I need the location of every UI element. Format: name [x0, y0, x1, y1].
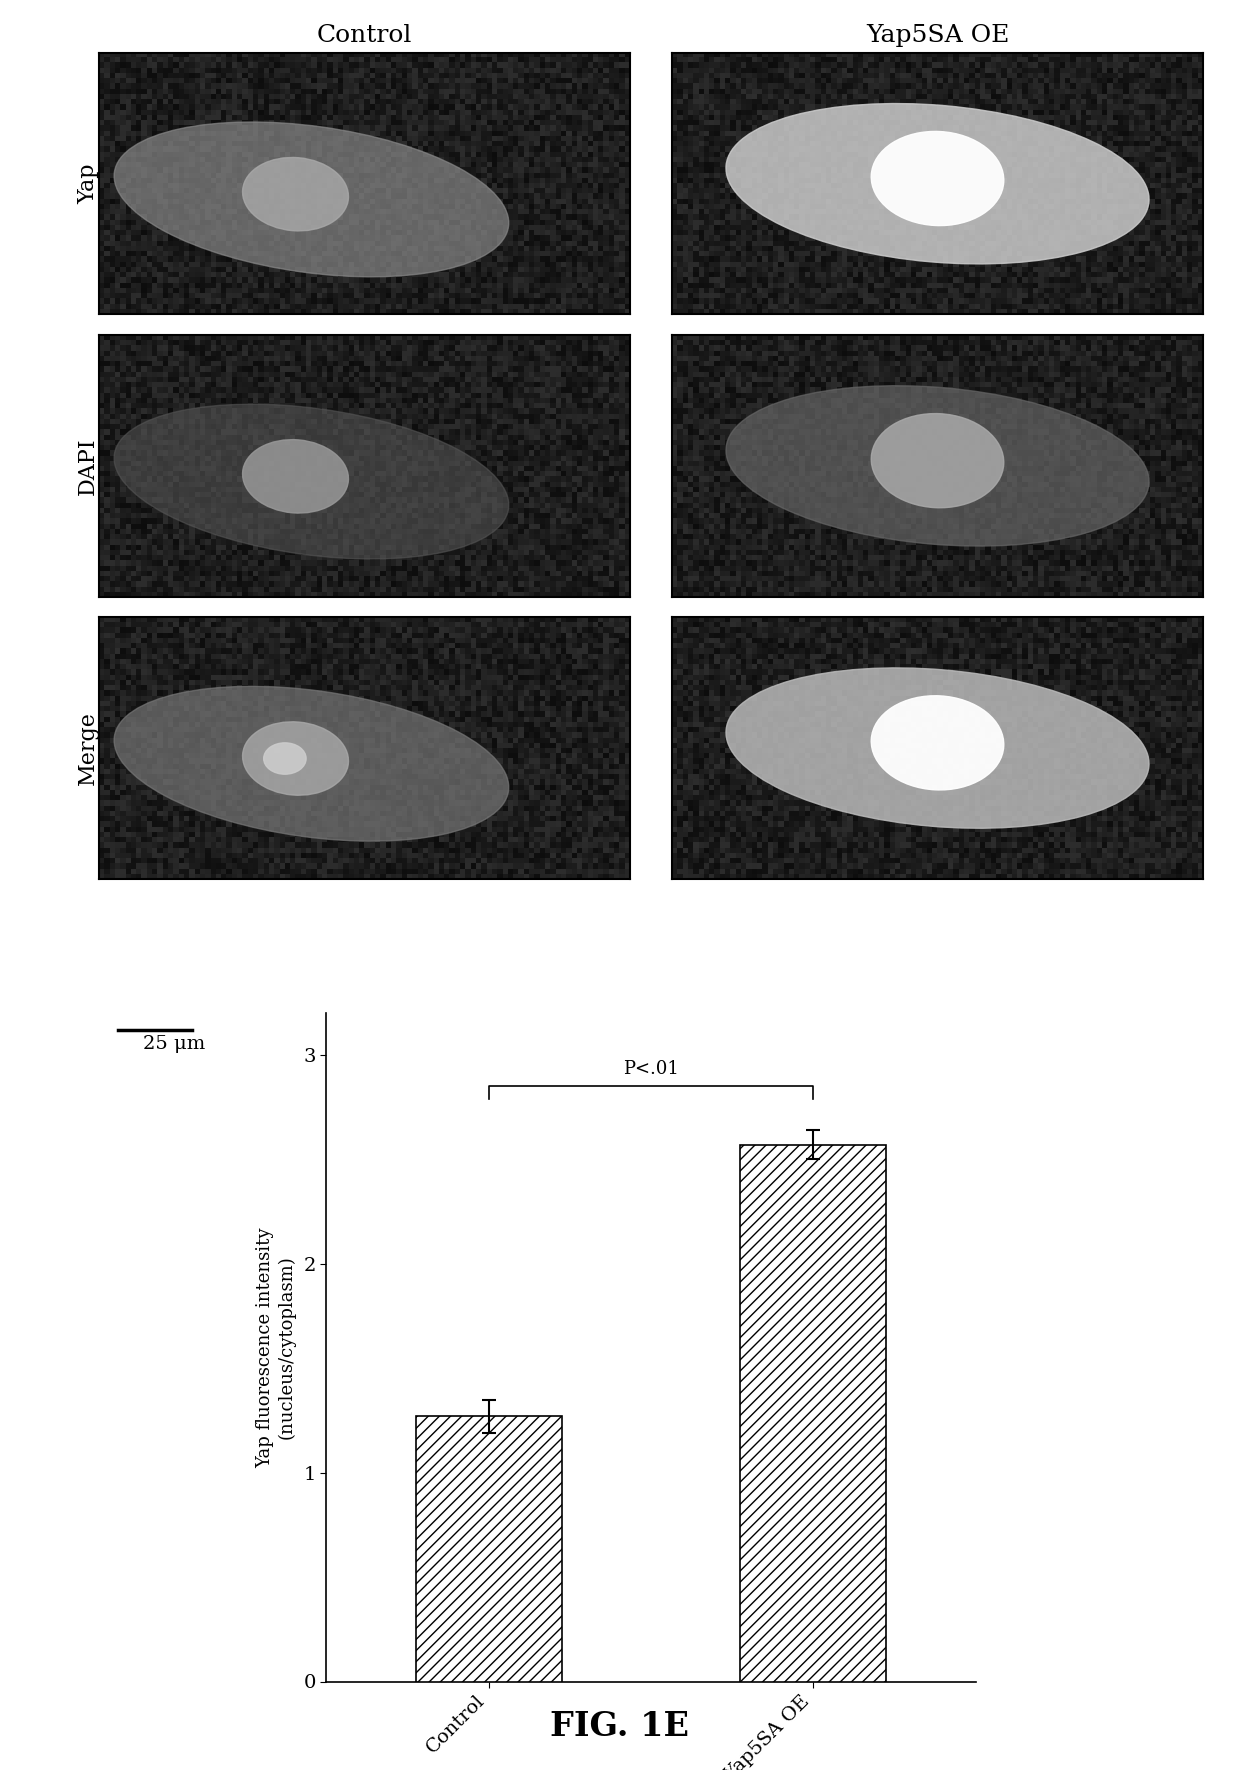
Text: FIG. 1E: FIG. 1E: [551, 1710, 689, 1743]
Ellipse shape: [243, 722, 348, 795]
Title: Yap5SA OE: Yap5SA OE: [866, 25, 1009, 48]
Ellipse shape: [243, 439, 348, 513]
Ellipse shape: [243, 158, 348, 230]
Ellipse shape: [725, 667, 1149, 828]
Bar: [740, 1145, 887, 1682]
Text: 25 μm: 25 μm: [143, 1035, 205, 1053]
Title: Control: Control: [316, 25, 412, 48]
Ellipse shape: [114, 404, 508, 559]
Ellipse shape: [114, 122, 508, 276]
Ellipse shape: [872, 696, 1004, 789]
Text: P<.01: P<.01: [622, 1060, 680, 1078]
Ellipse shape: [725, 386, 1149, 547]
Ellipse shape: [264, 743, 306, 773]
Bar: [415, 1416, 562, 1681]
Y-axis label: Merge: Merge: [77, 712, 99, 786]
Y-axis label: Yap fluorescence intensity
(nucleus/cytoplasm): Yap fluorescence intensity (nucleus/cyto…: [257, 1227, 295, 1467]
Ellipse shape: [725, 104, 1149, 264]
Ellipse shape: [872, 414, 1004, 508]
Ellipse shape: [872, 131, 1004, 225]
Y-axis label: DAPI: DAPI: [77, 437, 99, 494]
Y-axis label: Yap: Yap: [77, 163, 99, 204]
Ellipse shape: [114, 687, 508, 841]
